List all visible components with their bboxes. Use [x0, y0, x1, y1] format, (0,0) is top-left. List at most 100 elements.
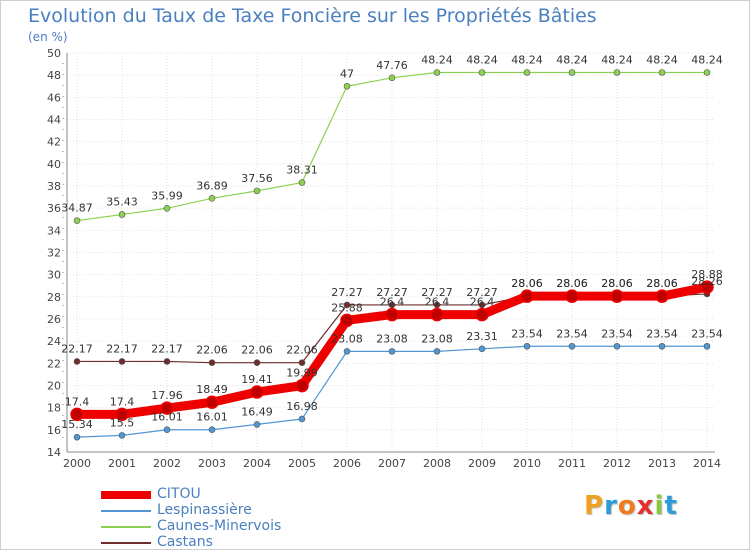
proxiti-logo: Proxit — [584, 491, 678, 521]
data-point-caunes-minervois — [118, 211, 126, 218]
data-label-citou: 28.06 — [556, 277, 588, 290]
x-tick-label: 2008 — [423, 457, 451, 470]
data-point-castans — [73, 358, 81, 365]
x-tick-label: 2013 — [648, 457, 676, 470]
data-label-lespinassi-re: 23.54 — [601, 327, 633, 340]
data-label-lespinassi-re: 16.49 — [241, 405, 273, 418]
data-point-citou — [430, 307, 444, 322]
x-tick-label: 2001 — [108, 457, 136, 470]
y-tick-label: 36 — [47, 202, 61, 215]
legend-label: CITOU — [157, 486, 201, 502]
x-tick-label: 2003 — [198, 457, 226, 470]
data-point-lespinassi-re — [478, 345, 486, 353]
data-label-castans: 22.17 — [106, 342, 138, 355]
x-tick-label: 2011 — [558, 457, 586, 470]
data-label-caunes-minervois: 47.76 — [376, 59, 408, 72]
y-tick-label: 24 — [47, 335, 61, 348]
legend-label: Lespinassière — [157, 502, 252, 518]
data-label-lespinassi-re: 15.5 — [110, 416, 135, 429]
data-label-citou: 28.88 — [691, 268, 723, 281]
data-point-lespinassi-re — [73, 433, 81, 441]
data-label-castans: 22.06 — [241, 344, 273, 357]
data-label-castans: 28.06 — [511, 277, 543, 290]
data-label-citou: 19.99 — [286, 367, 318, 380]
legend-label: Caunes-Minervois — [157, 518, 282, 534]
y-tick-label: 16 — [47, 424, 61, 437]
data-label-lespinassi-re: 23.08 — [421, 332, 453, 345]
data-label-citou: 17.96 — [151, 389, 183, 402]
x-tick-label: 2007 — [378, 457, 406, 470]
legend-swatch — [101, 510, 151, 512]
y-tick-label: 28 — [47, 291, 61, 304]
legend-label: Castans — [157, 534, 213, 550]
x-tick-label: 2012 — [603, 457, 631, 470]
y-tick-label: 32 — [47, 247, 61, 260]
data-label-citou: 28.06 — [511, 277, 543, 290]
data-label-citou: 17.4 — [65, 395, 90, 408]
data-label-caunes-minervois: 35.99 — [151, 189, 183, 202]
data-point-lespinassi-re — [253, 421, 261, 428]
x-tick-label: 2009 — [468, 457, 496, 470]
y-tick-label: 46 — [47, 91, 61, 104]
data-point-caunes-minervois — [253, 187, 261, 195]
data-label-citou: 25.88 — [331, 301, 363, 314]
y-tick-label: 34 — [47, 224, 61, 237]
data-label-castans: 22.17 — [61, 342, 93, 355]
data-label-castans: 27.27 — [466, 286, 498, 299]
data-label-lespinassi-re: 16.98 — [286, 400, 318, 413]
data-point-caunes-minervois — [568, 69, 576, 76]
x-tick-label: 2005 — [288, 457, 316, 470]
data-point-citou — [70, 407, 84, 422]
data-label-citou: 28.06 — [601, 277, 633, 290]
data-point-citou — [295, 378, 309, 393]
data-point-citou — [565, 289, 579, 303]
data-label-castans: 28.26 — [691, 275, 723, 288]
data-point-lespinassi-re — [298, 415, 306, 423]
data-point-citou — [520, 289, 534, 303]
data-label-lespinassi-re: 15.34 — [61, 418, 93, 431]
chart-subtitle: (en %) — [28, 30, 68, 44]
data-label-citou: 19.41 — [241, 373, 273, 386]
y-tick-label: 22 — [47, 357, 61, 370]
y-tick-label: 38 — [47, 180, 61, 193]
data-label-lespinassi-re: 23.08 — [376, 332, 408, 345]
data-point-lespinassi-re — [613, 342, 621, 350]
data-label-caunes-minervois: 48.24 — [466, 54, 498, 67]
data-point-citou — [115, 407, 129, 422]
data-label-castans: 22.06 — [196, 344, 228, 357]
x-tick-label: 2004 — [243, 457, 271, 470]
data-point-citou — [475, 307, 489, 322]
y-tick-label: 42 — [47, 136, 61, 149]
data-label-citou: 28.06 — [646, 277, 678, 290]
data-point-citou — [385, 307, 399, 322]
data-label-castans: 27.27 — [331, 286, 363, 299]
data-point-castans — [163, 358, 171, 365]
data-label-castans: 22.17 — [151, 342, 183, 355]
data-point-lespinassi-re — [703, 342, 711, 350]
data-label-citou: 26.4 — [425, 296, 450, 309]
data-point-citou — [655, 289, 669, 303]
data-point-citou — [205, 395, 219, 409]
y-tick-label: 30 — [47, 269, 61, 282]
data-point-lespinassi-re — [208, 426, 216, 434]
data-point-lespinassi-re — [658, 342, 666, 350]
data-point-caunes-minervois — [613, 69, 621, 76]
data-point-caunes-minervois — [433, 69, 441, 76]
data-label-citou: 26.4 — [380, 296, 405, 309]
data-label-caunes-minervois: 36.89 — [196, 179, 228, 192]
data-label-caunes-minervois: 34.87 — [61, 202, 93, 215]
data-label-lespinassi-re: 23.31 — [466, 330, 498, 343]
data-label-castans: 28.06 — [601, 277, 633, 290]
data-label-castans: 27.27 — [421, 286, 453, 299]
data-label-caunes-minervois: 37.56 — [241, 172, 273, 185]
data-label-citou: 17.4 — [110, 395, 135, 408]
data-label-caunes-minervois: 48.24 — [511, 54, 543, 67]
data-label-caunes-minervois: 48.24 — [421, 54, 453, 67]
data-point-citou — [250, 385, 264, 399]
y-tick-label: 20 — [47, 380, 61, 393]
data-point-lespinassi-re — [523, 342, 531, 350]
data-point-caunes-minervois — [523, 69, 531, 76]
data-point-citou — [700, 280, 714, 294]
